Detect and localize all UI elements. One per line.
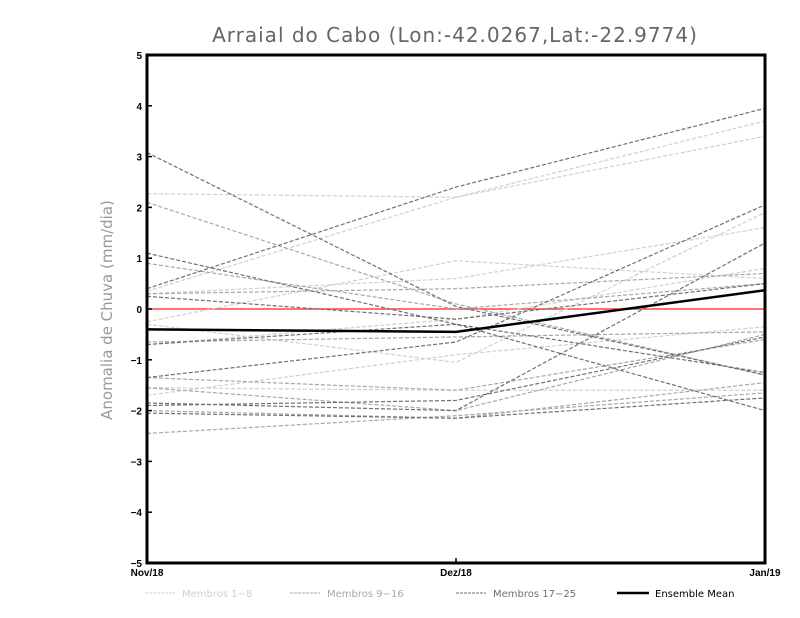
x-tick-label: Nov/18 — [131, 568, 164, 579]
x-tick-label: Jan/19 — [749, 568, 781, 579]
y-tick-label: −2 — [131, 407, 143, 418]
member-line-g3-9 — [146, 323, 766, 412]
member-line-g2-1 — [146, 201, 766, 376]
y-axis-label: Anomalia de Chuva (mm/dia) — [98, 200, 116, 420]
member-line-g2-4 — [146, 272, 766, 295]
y-tick-label: 4 — [136, 102, 142, 113]
y-tick-label: −4 — [131, 508, 143, 519]
member-line-g3-3 — [146, 107, 766, 290]
member-line-g2-2 — [146, 262, 766, 310]
member-line-g3-7 — [146, 283, 766, 320]
x-tick-label: Dez/18 — [440, 568, 472, 579]
member-line-g3-4 — [146, 204, 766, 379]
legend-label: Membros 17−25 — [493, 589, 576, 600]
y-tick-label: −3 — [131, 457, 143, 468]
y-tick-label: −5 — [131, 559, 143, 570]
member-line-g2-8 — [146, 392, 766, 435]
member-line-g2-6 — [146, 331, 766, 343]
series-lines — [146, 107, 766, 435]
legend-label: Membros 9−16 — [327, 589, 404, 600]
member-line-g1-8 — [146, 267, 766, 346]
member-line-g1-1 — [146, 120, 766, 198]
y-tick-label: 1 — [136, 254, 142, 265]
legend: Membros 1−8 Membros 9−16 Membros 17−25 Ense… — [145, 589, 734, 600]
member-line-g1-6 — [146, 135, 766, 292]
member-line-g1-3 — [146, 227, 766, 295]
y-tick-label: 3 — [136, 153, 142, 164]
member-line-g3-5 — [146, 242, 766, 412]
member-line-g3-6 — [146, 336, 766, 407]
y-tick-label: 2 — [136, 203, 142, 214]
member-line-g3-1 — [146, 151, 766, 376]
y-tick-label: 0 — [136, 305, 142, 316]
y-tick-label: 5 — [136, 51, 142, 62]
member-line-g1-4 — [146, 211, 766, 363]
ensemble-mean-line — [146, 288, 766, 334]
member-line-g1-2 — [146, 260, 766, 323]
y-tick-label: −1 — [131, 356, 143, 367]
member-line-g3-2 — [146, 252, 766, 374]
chart-title: Arraial do Cabo (Lon:-42.0267,Lat:-22.97… — [212, 23, 698, 47]
member-line-g3-8 — [146, 397, 766, 419]
legend-label: Ensemble Mean — [655, 589, 734, 600]
legend-label: Membros 1−8 — [182, 589, 252, 600]
member-line-g2-3 — [146, 333, 766, 412]
